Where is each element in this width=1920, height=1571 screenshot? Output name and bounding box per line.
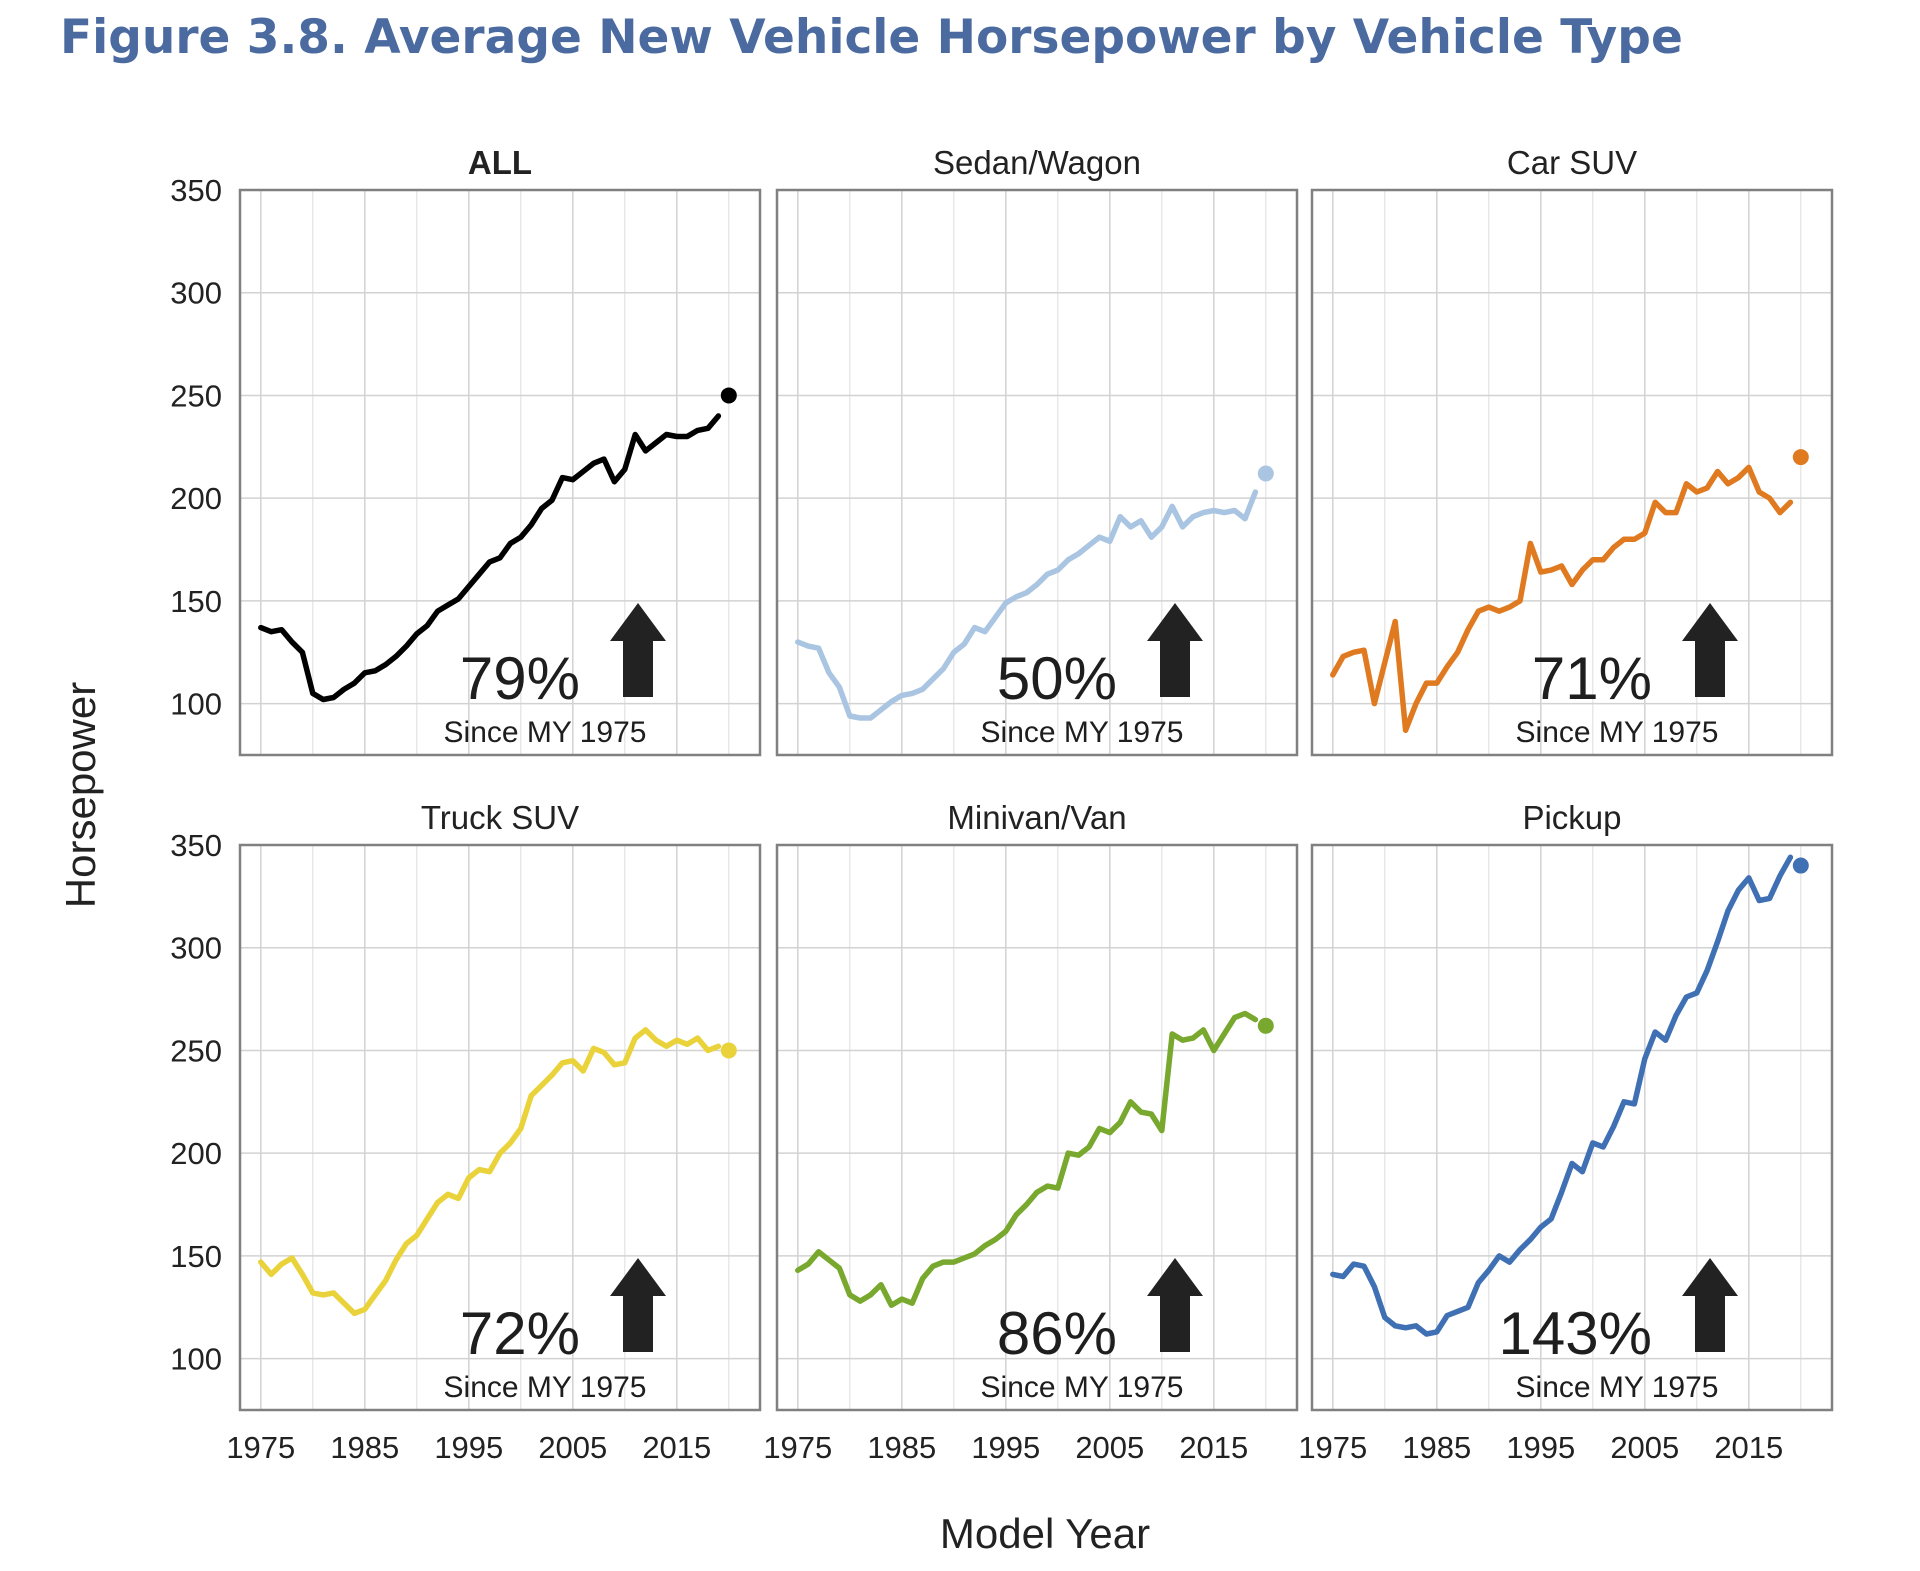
x-tick-label: 2005 (538, 1430, 607, 1465)
panel-truck-suv-series-line (258, 1027, 722, 1317)
panel-car-suv-title: Car SUV (1507, 144, 1637, 181)
panel-sedan-wagon-series-line (795, 489, 1259, 721)
panel-pickup-since-label: Since MY 1975 (1516, 1371, 1719, 1404)
panel-sedan-wagon-title: Sedan/Wagon (933, 144, 1141, 181)
panel-car-suv-series-line (1330, 464, 1794, 734)
panel-minivan-van-prelim-point (1257, 1017, 1274, 1034)
panel-car-suv-frame (1310, 188, 1834, 757)
x-tick-label: 1995 (434, 1430, 503, 1465)
x-tick-label: 2005 (1610, 1430, 1679, 1465)
x-tick-label: 1975 (1298, 1430, 1367, 1465)
up-arrow-icon (1147, 1258, 1203, 1352)
panel-minivan-van: Minivan/Van 1975 1985 1995 2005 2015 86% Since … (763, 799, 1299, 1465)
x-tick-label: 1995 (971, 1430, 1040, 1465)
panel-truck-suv-change-percent: 72% (460, 1300, 580, 1367)
panel-all-change-percent: 79% (460, 645, 580, 712)
figure-title: Figure 3.8. Average New Vehicle Horsepow… (60, 10, 1683, 65)
panel-all-frame (238, 188, 762, 757)
panel-truck-suv: Truck SUV 100 150 200 250 300 350 1975 1985 1995 2… (170, 799, 762, 1465)
panel-minivan-van-change-percent: 86% (997, 1300, 1117, 1367)
panel-pickup-prelim-point (1792, 857, 1809, 874)
y-tick-label: 350 (170, 828, 222, 863)
panel-minivan-van-since-label: Since MY 1975 (981, 1371, 1184, 1404)
panel-truck-suv-since-label: Since MY 1975 (444, 1371, 647, 1404)
panel-car-suv-change-percent: 71% (1532, 645, 1652, 712)
up-arrow-icon (1682, 603, 1738, 697)
panel-truck-suv-title: Truck SUV (421, 799, 579, 836)
x-tick-label: 1975 (763, 1430, 832, 1465)
x-tick-label: 2015 (1179, 1430, 1248, 1465)
panel-minivan-van-frame (775, 843, 1299, 1412)
panel-sedan-wagon-frame (775, 188, 1299, 757)
up-arrow-icon (1682, 1258, 1738, 1352)
y-tick-label: 300 (170, 276, 222, 311)
panel-car-suv: Car SUV 71% Since MY 1975 (1310, 144, 1834, 757)
y-tick-label: 300 (170, 931, 222, 966)
y-tick-label: 100 (170, 1342, 222, 1377)
panel-sedan-wagon: Sedan/Wagon 50% Since MY 1975 (775, 144, 1299, 757)
panel-pickup-frame (1310, 843, 1834, 1412)
x-tick-label: 2015 (1714, 1430, 1783, 1465)
panel-pickup: Pickup 1975 1985 1995 2005 2015 143% Since MY 1… (1298, 799, 1834, 1465)
x-tick-label: 1985 (1402, 1430, 1471, 1465)
panel-all-since-label: Since MY 1975 (444, 716, 647, 749)
up-arrow-icon (610, 1258, 666, 1352)
panel-all-title: ALL (468, 144, 532, 181)
y-tick-label: 100 (170, 687, 222, 722)
x-tick-label: 2015 (642, 1430, 711, 1465)
x-tick-label: 1985 (330, 1430, 399, 1465)
x-axis-label: Model Year (940, 1510, 1150, 1557)
x-tick-label: 1985 (867, 1430, 936, 1465)
panel-truck-suv-frame (238, 843, 762, 1412)
x-tick-label: 2005 (1075, 1430, 1144, 1465)
y-axis-label: Horsepower (57, 682, 104, 908)
up-arrow-icon (610, 603, 666, 697)
up-arrow-icon (1147, 603, 1203, 697)
panel-pickup-title: Pickup (1522, 799, 1621, 836)
panel-car-suv-since-label: Since MY 1975 (1516, 716, 1719, 749)
panel-all-prelim-point (720, 387, 737, 404)
y-tick-label: 250 (170, 1033, 222, 1068)
panel-minivan-van-title: Minivan/Van (947, 799, 1126, 836)
x-tick-label: 1975 (226, 1430, 295, 1465)
y-tick-label: 250 (170, 378, 222, 413)
panel-all: ALL 100 150 200 250 300 350 79% Since MY 1975 (170, 144, 762, 757)
panel-pickup-series-line (1330, 854, 1794, 1337)
panel-all-series-line (258, 413, 722, 703)
panel-truck-suv-prelim-point (720, 1042, 737, 1059)
panel-car-suv-prelim-point (1792, 449, 1809, 466)
y-tick-label: 200 (170, 481, 222, 516)
x-tick-label: 1995 (1506, 1430, 1575, 1465)
y-tick-label: 150 (170, 1239, 222, 1274)
panel-sedan-wagon-change-percent: 50% (997, 645, 1117, 712)
y-tick-label: 150 (170, 584, 222, 619)
panel-minivan-van-series-line (795, 1010, 1259, 1308)
y-tick-label: 200 (170, 1136, 222, 1171)
y-tick-label: 350 (170, 173, 222, 208)
panel-pickup-change-percent: 143% (1499, 1300, 1652, 1367)
panel-sedan-wagon-since-label: Since MY 1975 (981, 716, 1184, 749)
panel-sedan-wagon-prelim-point (1257, 465, 1274, 482)
